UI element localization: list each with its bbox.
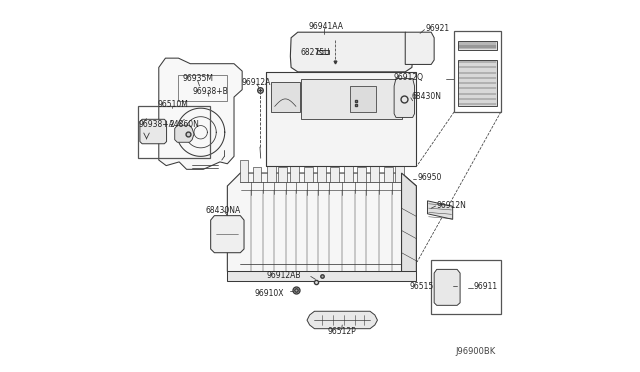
Polygon shape — [394, 78, 415, 118]
Text: 96912Q: 96912Q — [393, 73, 423, 82]
Polygon shape — [344, 160, 353, 182]
Text: 96941AA: 96941AA — [308, 22, 343, 31]
Polygon shape — [349, 86, 376, 112]
Bar — [138, 106, 209, 158]
Text: 96910X: 96910X — [255, 289, 284, 298]
Text: 96912AB: 96912AB — [267, 271, 301, 280]
Bar — [431, 260, 501, 314]
Polygon shape — [159, 58, 242, 169]
Polygon shape — [428, 201, 452, 219]
Text: 96515: 96515 — [410, 282, 434, 291]
Polygon shape — [253, 167, 262, 182]
Polygon shape — [175, 125, 194, 142]
Polygon shape — [266, 72, 417, 166]
Text: 96938+B: 96938+B — [192, 87, 228, 96]
Polygon shape — [384, 167, 393, 182]
Text: 68430N: 68430N — [412, 92, 442, 101]
Polygon shape — [211, 216, 244, 253]
Polygon shape — [401, 173, 417, 280]
Polygon shape — [458, 60, 497, 106]
Text: 96512P: 96512P — [328, 327, 356, 336]
Text: 96935M: 96935M — [183, 74, 214, 83]
Polygon shape — [271, 82, 300, 112]
Text: 96912A: 96912A — [241, 78, 271, 87]
Polygon shape — [304, 167, 312, 182]
Bar — [454, 31, 501, 112]
Text: 96950: 96950 — [417, 173, 442, 182]
Polygon shape — [371, 160, 380, 182]
Text: 96911: 96911 — [474, 282, 497, 291]
Ellipse shape — [216, 223, 239, 245]
Text: 96912N: 96912N — [436, 201, 467, 210]
Text: 24860N: 24860N — [170, 121, 200, 129]
Text: 68275U: 68275U — [301, 48, 330, 57]
Polygon shape — [396, 160, 404, 182]
Text: 68430NA: 68430NA — [205, 206, 241, 215]
Polygon shape — [357, 167, 366, 182]
Polygon shape — [317, 160, 326, 182]
Polygon shape — [330, 167, 339, 182]
Polygon shape — [227, 271, 417, 280]
Polygon shape — [317, 49, 329, 54]
Polygon shape — [301, 78, 401, 119]
Text: 96921: 96921 — [425, 24, 449, 33]
Polygon shape — [434, 269, 460, 305]
Polygon shape — [307, 311, 378, 329]
Polygon shape — [405, 32, 434, 64]
Text: 96510M: 96510M — [157, 100, 189, 109]
Polygon shape — [140, 119, 166, 144]
Polygon shape — [291, 160, 300, 182]
Polygon shape — [267, 160, 276, 182]
Polygon shape — [227, 173, 417, 280]
Polygon shape — [291, 32, 413, 72]
Text: 96938+A: 96938+A — [138, 121, 174, 129]
Polygon shape — [278, 167, 287, 182]
Polygon shape — [239, 160, 248, 182]
Polygon shape — [458, 41, 497, 49]
Text: J96900BK: J96900BK — [456, 347, 496, 356]
